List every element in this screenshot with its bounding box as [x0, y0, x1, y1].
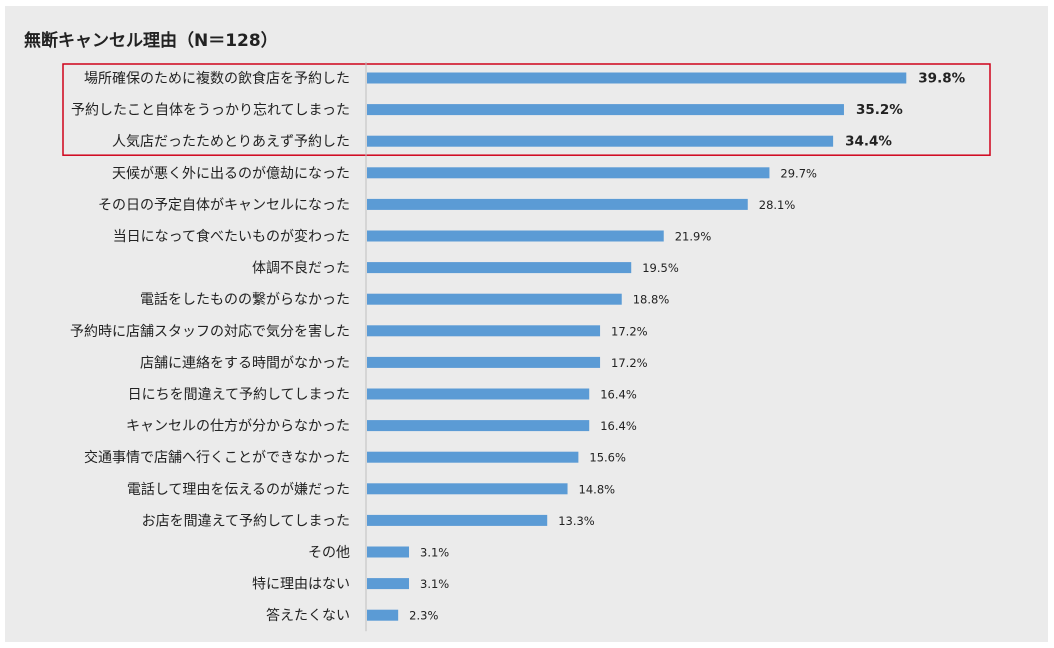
value-label: 3.1% — [420, 546, 449, 560]
value-label: 13.3% — [558, 514, 595, 528]
bar — [367, 546, 410, 558]
value-label: 17.2% — [611, 356, 648, 370]
bar — [367, 420, 590, 432]
bar — [367, 72, 907, 84]
category-label: 答えたくない — [266, 607, 350, 624]
category-label: 交通事情で店舗へ行くことができなかった — [84, 449, 350, 466]
category-label: 予約時に店舗スタッフの対応で気分を害した — [70, 324, 350, 340]
bar — [367, 230, 664, 242]
bar — [367, 325, 601, 337]
bar — [367, 451, 579, 463]
category-label: 人気店だったためとりあえず予約した — [112, 134, 350, 150]
value-label: 19.5% — [642, 261, 679, 275]
category-label: 場所確保のために複数の飲食店を予約した — [84, 70, 350, 87]
value-label: 15.6% — [589, 451, 626, 465]
bar — [367, 104, 844, 116]
value-label: 16.4% — [600, 388, 637, 402]
category-label: お店を間違えて予約してしまった — [142, 513, 350, 529]
bar — [367, 388, 590, 400]
value-label: 39.8% — [918, 71, 965, 87]
bar — [367, 609, 399, 621]
value-label: 18.8% — [633, 293, 670, 307]
value-label: 2.3% — [409, 609, 438, 623]
category-label: 天候が悪く外に出るのが億劫になった — [112, 166, 350, 182]
value-label: 16.4% — [600, 419, 637, 433]
bar — [367, 578, 410, 590]
bar — [367, 293, 622, 305]
value-label: 14.8% — [579, 482, 616, 496]
category-label: 電話をしたものの繋がらなかった — [140, 291, 350, 308]
value-label: 28.1% — [759, 198, 796, 212]
category-label: 電話して理由を伝えるのが嫌だった — [127, 481, 350, 498]
value-label: 29.7% — [780, 166, 817, 180]
category-label: キャンセルの仕方が分からなかった — [126, 419, 350, 435]
value-label: 35.2% — [856, 102, 903, 118]
category-label: その日の予定自体がキャンセルになった — [98, 197, 350, 213]
bar — [367, 198, 748, 210]
bar — [367, 167, 770, 179]
chart-panel: 無断キャンセル理由（N＝128） 場所確保のために複数の飲食店を予約した 39.8… — [5, 6, 1048, 642]
bar — [367, 135, 834, 147]
bar — [367, 483, 568, 495]
value-label: 21.9% — [675, 230, 712, 244]
category-label: 予約したこと自体をうっかり忘れてしまった — [71, 103, 350, 119]
value-label: 34.4% — [845, 134, 892, 150]
bar — [367, 514, 548, 526]
category-label: 体調不良だった — [252, 261, 350, 277]
category-label: 特に理由はない — [252, 577, 350, 593]
category-label: 日にちを間違えて予約してしまった — [128, 387, 350, 403]
value-label: 17.2% — [611, 324, 648, 338]
bar-chart: 場所確保のために複数の飲食店を予約した 39.8% 予約したこと自体をうっかり忘れて… — [62, 62, 991, 632]
value-label: 3.1% — [420, 577, 449, 591]
bar — [367, 356, 601, 368]
category-label: 当日になって食べたいものが変わった — [113, 228, 350, 245]
chart-title: 無断キャンセル理由（N＝128） — [24, 31, 278, 51]
highlight-box — [62, 63, 991, 156]
category-label: 店舗に連絡をする時間がなかった — [140, 355, 350, 371]
bar — [367, 262, 632, 274]
category-label: その他 — [308, 545, 350, 561]
